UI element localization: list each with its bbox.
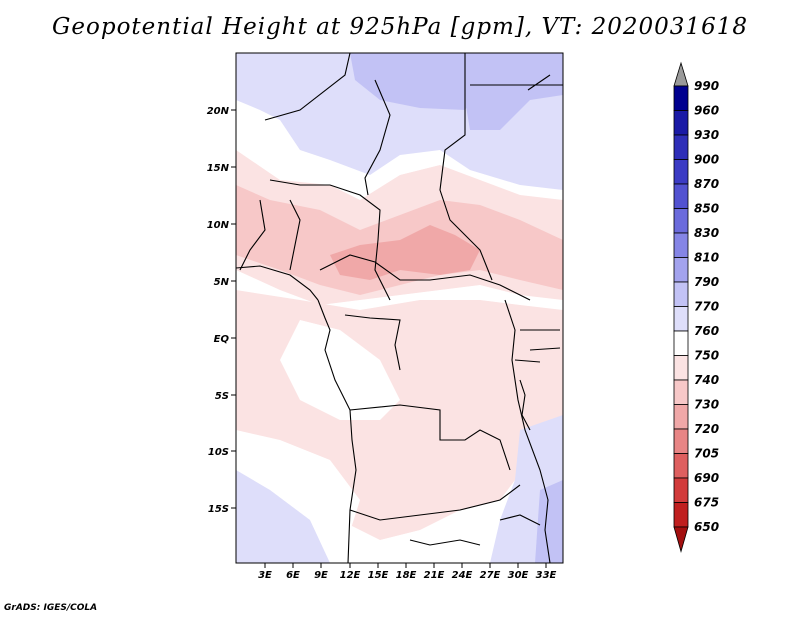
colorbar-label-830: 830 [694,226,719,240]
lon-label-3e: 3E [258,570,272,581]
lat-label-5n: 5N [214,277,230,288]
field-southeast-deep-blue [535,480,563,563]
lon-label-12e: 12E [340,570,361,581]
colorbar-label-900: 900 [694,153,719,167]
colorbar-swatch-705 [673,453,689,479]
colorbar-label-690: 690 [694,471,719,485]
colorbar-label-770: 770 [694,300,719,314]
lat-label-10n: 10N [207,220,230,231]
map-figure: 20N 15N 10N 5N EQ 5S 10S 15S 3E 6E 9E 12… [207,52,719,581]
colorbar-swatch-720 [673,428,689,454]
colorbar-swatch-870 [673,183,689,209]
colorbar-swatch-750 [673,355,689,381]
colorbar-swatch-650 [673,526,689,553]
grads-credit: GrADS: IGES/COLA [4,603,98,613]
colorbar-label-730: 730 [694,398,719,412]
lon-axis: 3E 6E 9E 12E 15E 18E 21E 24E 27E 30E 33E [258,563,557,581]
field-sahel-mid [236,185,563,295]
colorbar-label-675: 675 [694,496,719,510]
lon-label-15e: 15E [368,570,389,581]
colorbar-swatch-990 [673,85,689,111]
colorbar: 990 960 930 900 870 850 830 810 790 770 760 750 740 7… [673,61,719,553]
lon-label-33e: 33E [536,570,557,581]
map-frame [235,52,564,564]
lat-label-15s: 15S [208,504,229,515]
country-borders [236,53,563,563]
field-northwest-blue [290,65,345,135]
colorbar-label-870: 870 [694,177,719,191]
colorbar-swatch-850 [673,208,689,234]
colorbar-swatch-790 [673,281,689,307]
lon-label-9e: 9E [314,570,328,581]
colorbar-label-705: 705 [694,447,719,461]
colorbar-label-790: 790 [694,275,719,289]
colorbar-swatch-770 [673,306,689,332]
field-west-white [280,320,400,420]
lat-label-5s: 5S [215,391,229,402]
colorbar-swatch-730 [673,404,689,430]
colorbar-label-720: 720 [694,422,719,436]
colorbar-swatch-930 [673,134,689,160]
lat-axis: 20N 15N 10N 5N EQ 5S 10S 15S [207,106,236,515]
field-northeast-blue [465,53,563,130]
colorbar-label-650: 650 [694,520,719,534]
colorbar-swatch-690 [673,477,689,503]
lon-label-24e: 24E [452,570,473,581]
field-core-low [330,225,480,280]
colorbar-swatch-960 [673,110,689,136]
colorbar-label-850: 850 [694,202,719,216]
colorbar-label-930: 930 [694,128,719,142]
colorbar-swatch-740 [673,379,689,405]
colorbar-swatch-810 [673,257,689,283]
colorbar-label-750: 750 [694,349,719,363]
lon-label-6e: 6E [286,570,300,581]
lat-label-20n: 20N [207,106,230,117]
colorbar-label-810: 810 [694,251,719,265]
lat-label-eq: EQ [214,334,230,345]
lon-label-21e: 21E [424,570,445,581]
colorbar-swatch-830 [673,232,689,258]
colorbar-label-960: 960 [694,104,719,118]
lon-label-30e: 30E [508,570,529,581]
field-southwest-blue [236,470,330,563]
colorbar-label-990: 990 [694,79,719,93]
colorbar-label-760: 760 [694,324,719,338]
colorbar-swatch-760 [673,330,689,356]
lat-label-15n: 15N [207,163,230,174]
map-panel [236,53,563,563]
colorbar-label-740: 740 [694,373,719,387]
colorbar-swatch-675 [673,502,689,528]
lon-label-18e: 18E [396,570,417,581]
chart-title: Geopotential Height at 925hPa [gpm], VT:… [52,14,748,40]
lon-label-27e: 27E [480,570,501,581]
colorbar-swatch-900 [673,159,689,185]
lat-label-10s: 10S [208,447,229,458]
colorbar-top-arrow [673,61,689,87]
